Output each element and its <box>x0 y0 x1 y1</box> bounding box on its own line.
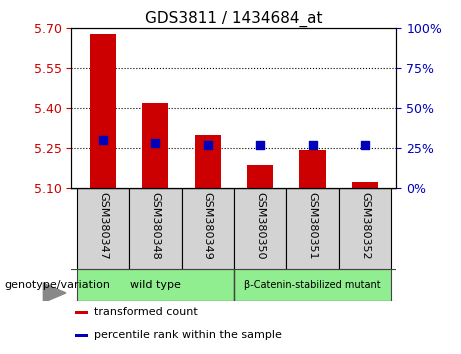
Bar <box>300 150 325 188</box>
Text: GSM380348: GSM380348 <box>150 192 160 259</box>
Text: GSM380351: GSM380351 <box>307 192 318 259</box>
Bar <box>339 188 391 269</box>
Bar <box>195 135 221 188</box>
Point <box>204 142 212 147</box>
Title: GDS3811 / 1434684_at: GDS3811 / 1434684_at <box>145 11 323 27</box>
Bar <box>234 269 391 301</box>
Point <box>256 142 264 147</box>
Point <box>99 137 106 143</box>
Text: GSM380352: GSM380352 <box>360 192 370 259</box>
Text: GSM380350: GSM380350 <box>255 192 265 259</box>
Text: percentile rank within the sample: percentile rank within the sample <box>94 330 282 341</box>
Bar <box>286 188 339 269</box>
Text: GSM380347: GSM380347 <box>98 192 108 259</box>
Point <box>361 142 369 147</box>
Text: wild type: wild type <box>130 280 181 290</box>
Bar <box>234 188 286 269</box>
Bar <box>352 182 378 188</box>
Text: β-Catenin-stabilized mutant: β-Catenin-stabilized mutant <box>244 280 381 290</box>
Point <box>152 140 159 146</box>
Bar <box>77 188 129 269</box>
Point <box>309 142 316 147</box>
Bar <box>75 310 88 314</box>
Text: genotype/variation: genotype/variation <box>5 280 111 290</box>
Bar <box>129 188 182 269</box>
FancyArrow shape <box>43 283 66 302</box>
Bar <box>182 188 234 269</box>
Bar <box>90 34 116 188</box>
Bar <box>75 333 88 337</box>
Bar <box>142 103 168 188</box>
Bar <box>247 165 273 188</box>
Text: GSM380349: GSM380349 <box>203 192 213 259</box>
Text: transformed count: transformed count <box>94 307 198 318</box>
Bar <box>77 269 234 301</box>
